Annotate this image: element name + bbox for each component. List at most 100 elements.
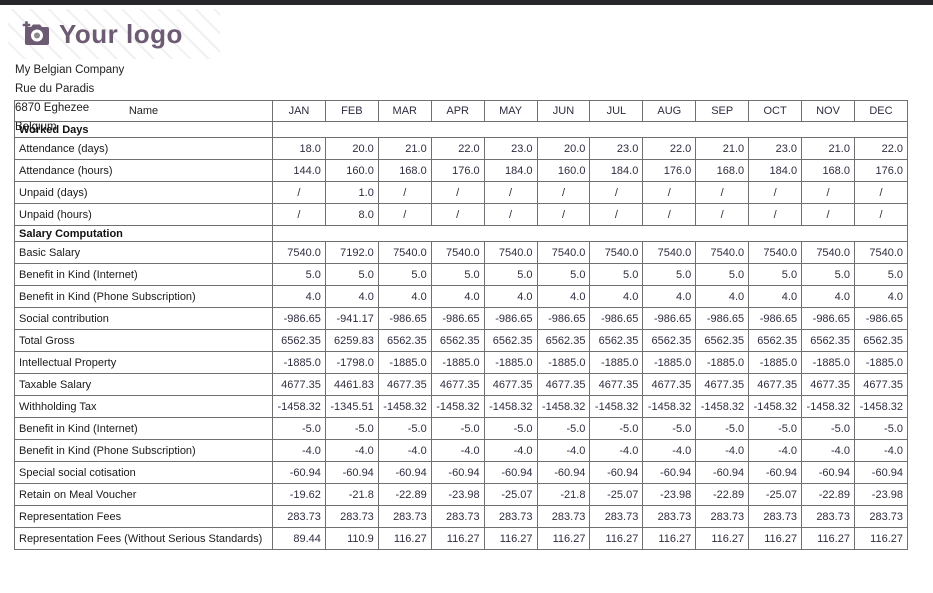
value-cell: 21.0 — [377, 137, 432, 160]
value-cell: 4677.35 — [695, 373, 750, 396]
value-cell: 4.0 — [853, 285, 909, 308]
value-cell: -4.0 — [377, 439, 432, 462]
table-row: Taxable Salary 4677.35 4461.83 4677.35 4677.… — [14, 373, 909, 396]
value-cell: -5.0 — [748, 417, 803, 440]
row-label: Representation Fees (Without Serious Sta… — [14, 527, 273, 550]
value-cell: 5.0 — [642, 263, 697, 286]
value-cell: 4677.35 — [536, 373, 591, 396]
value-cell: 5.0 — [324, 263, 379, 286]
value-cell: / — [801, 203, 855, 226]
value-cell: -60.94 — [536, 461, 591, 484]
value-cell: / — [695, 181, 750, 204]
value-cell: / — [853, 203, 909, 226]
value-cell: 21.0 — [695, 137, 750, 160]
value-cell: 283.73 — [536, 505, 591, 528]
value-cell: -60.94 — [483, 461, 538, 484]
value-cell: 283.73 — [695, 505, 750, 528]
value-cell: 4677.35 — [853, 373, 909, 396]
value-cell: / — [536, 203, 591, 226]
value-cell: 7540.0 — [536, 241, 591, 264]
value-cell: -4.0 — [589, 439, 644, 462]
value-cell: 116.27 — [695, 527, 750, 550]
row-label: Taxable Salary — [14, 373, 273, 396]
value-cell: -1458.32 — [430, 395, 485, 418]
value-cell: -1885.0 — [642, 351, 697, 374]
value-cell: -1458.32 — [377, 395, 432, 418]
value-cell: 6562.35 — [272, 329, 326, 352]
value-cell: -1885.0 — [272, 351, 326, 374]
value-cell: 7540.0 — [589, 241, 644, 264]
value-cell: -1458.32 — [272, 395, 326, 418]
value-cell: 6562.35 — [748, 329, 803, 352]
table-row: Attendance (days) 18.0 20.0 21.0 22.0 23.0 20.… — [14, 137, 909, 160]
value-cell: -5.0 — [324, 417, 379, 440]
value-cell: 5.0 — [272, 263, 326, 286]
value-cell: / — [483, 181, 538, 204]
value-cell: 184.0 — [748, 159, 803, 182]
value-cell: -60.94 — [695, 461, 750, 484]
value-cell: -5.0 — [272, 417, 326, 440]
value-cell: -21.8 — [324, 483, 379, 506]
value-cell: -4.0 — [272, 439, 326, 462]
value-cell: 1.0 — [324, 181, 379, 204]
value-cell: / — [695, 203, 750, 226]
value-cell: 283.73 — [748, 505, 803, 528]
value-cell: -25.07 — [748, 483, 803, 506]
row-label: Total Gross — [14, 329, 273, 352]
section-spacer — [272, 225, 908, 242]
value-cell: -22.89 — [695, 483, 750, 506]
value-cell: 4677.35 — [430, 373, 485, 396]
value-cell: 23.0 — [748, 137, 803, 160]
company-street: Rue du Paradis — [15, 83, 95, 95]
value-cell: 116.27 — [536, 527, 591, 550]
table-row: Benefit in Kind (Phone Subscription) 4.0 4… — [14, 285, 909, 308]
value-cell: 6259.83 — [324, 329, 379, 352]
value-cell: -21.8 — [536, 483, 591, 506]
value-cell: -1885.0 — [536, 351, 591, 374]
table-header-row: Name JAN FEB MAR APR MAY JUN JUL AUG SEP OCT NOV DEC — [14, 100, 909, 122]
value-cell: / — [430, 203, 485, 226]
value-cell: 4677.35 — [642, 373, 697, 396]
value-cell: 168.0 — [695, 159, 750, 182]
section-spacer — [272, 121, 908, 138]
value-cell: / — [272, 203, 326, 226]
value-cell: 4.0 — [748, 285, 803, 308]
table-row: Benefit in Kind (Internet) -5.0 -5.0 -5.0 -5… — [14, 417, 909, 440]
table-row: Benefit in Kind (Internet) 5.0 5.0 5.0 5.0 5.… — [14, 263, 909, 286]
value-cell: 6562.35 — [695, 329, 750, 352]
value-cell: 5.0 — [536, 263, 591, 286]
value-cell: -5.0 — [377, 417, 432, 440]
value-cell: 6562.35 — [801, 329, 855, 352]
section-title: Salary Computation — [14, 225, 273, 242]
value-cell: 4.0 — [272, 285, 326, 308]
value-cell: 7540.0 — [430, 241, 485, 264]
value-cell: / — [801, 181, 855, 204]
value-cell: -22.89 — [801, 483, 855, 506]
value-cell: / — [430, 181, 485, 204]
value-cell: 4677.35 — [272, 373, 326, 396]
value-cell: -1885.0 — [748, 351, 803, 374]
value-cell: 4.0 — [589, 285, 644, 308]
value-cell: 7540.0 — [272, 241, 326, 264]
value-cell: / — [642, 203, 697, 226]
value-cell: -1458.32 — [748, 395, 803, 418]
value-cell: 184.0 — [589, 159, 644, 182]
value-cell: 89.44 — [272, 527, 326, 550]
value-cell: -5.0 — [536, 417, 591, 440]
value-cell: / — [853, 181, 909, 204]
table-row: Attendance (hours) 144.0 160.0 168.0 176.0 18… — [14, 159, 909, 182]
value-cell: -1458.32 — [536, 395, 591, 418]
value-cell: 116.27 — [430, 527, 485, 550]
value-cell: 5.0 — [801, 263, 855, 286]
value-cell: -1458.32 — [801, 395, 855, 418]
value-cell: 160.0 — [536, 159, 591, 182]
month-header: SEP — [695, 100, 750, 122]
value-cell: -1458.32 — [589, 395, 644, 418]
value-cell: -25.07 — [483, 483, 538, 506]
value-cell: 7540.0 — [483, 241, 538, 264]
value-cell: 7540.0 — [377, 241, 432, 264]
value-cell: -4.0 — [324, 439, 379, 462]
value-cell: -1798.0 — [324, 351, 379, 374]
value-cell: / — [377, 203, 432, 226]
table-row: Withholding Tax -1458.32 -1345.51 -1458.32-… — [14, 395, 909, 418]
